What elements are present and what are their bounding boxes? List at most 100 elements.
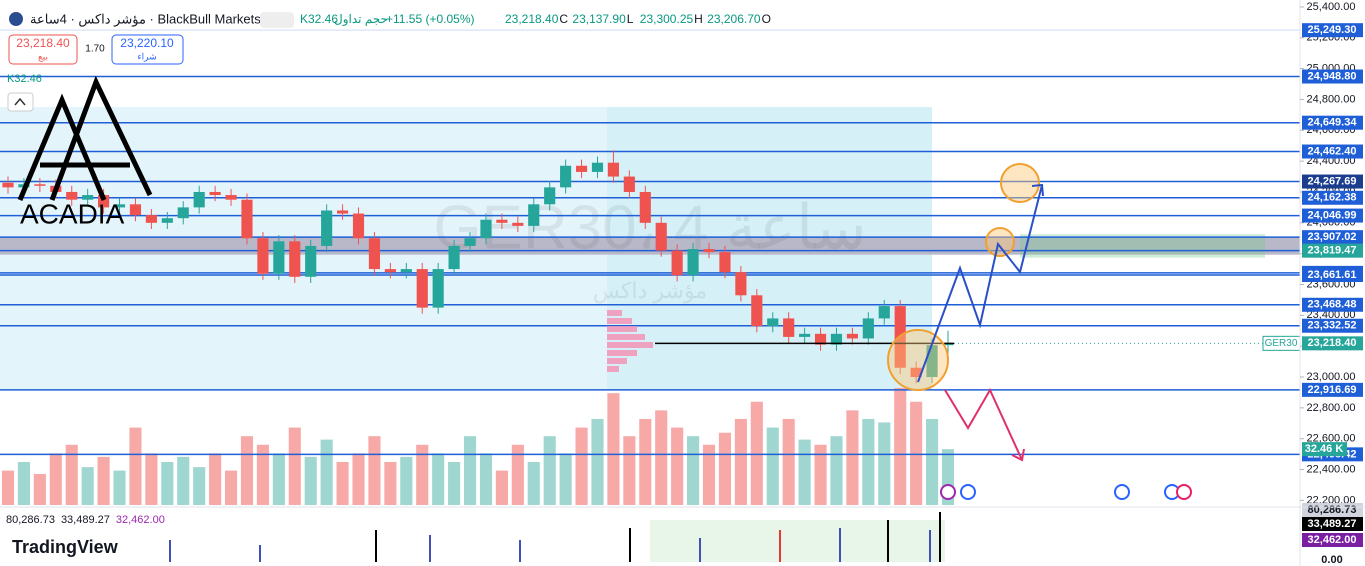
indicator-axis-label: 33,489.27 bbox=[1308, 518, 1357, 530]
sell-button[interactable] bbox=[8, 34, 78, 65]
candle-body bbox=[655, 222, 667, 251]
candle-body bbox=[384, 269, 396, 273]
candle-body bbox=[512, 222, 524, 226]
candle-body bbox=[257, 238, 269, 274]
volume-bar bbox=[734, 418, 747, 505]
volume-bar bbox=[766, 427, 779, 505]
candle-body bbox=[560, 165, 572, 188]
volume-bar bbox=[607, 393, 620, 505]
level-label-bg bbox=[1302, 144, 1363, 159]
volume-bar bbox=[384, 461, 397, 505]
indicator-legend: 80,286.73 33,489.27 32,462.00 bbox=[6, 514, 165, 526]
ohlc-value: 23,218.40 bbox=[505, 12, 559, 26]
volume-bar bbox=[368, 436, 381, 505]
volume-indicator: K32.46 bbox=[7, 73, 42, 85]
collapse-icon bbox=[14, 97, 26, 106]
ohlc-letter: C bbox=[559, 12, 568, 26]
candle-body bbox=[432, 269, 444, 308]
ohlc: 23,218.40 C 23,137.90 L 23,300.25 H 23,206.70 O bbox=[505, 12, 771, 26]
candle-body bbox=[209, 191, 221, 196]
price-tag: 23,218.40 bbox=[1308, 337, 1357, 349]
candle-body bbox=[448, 245, 460, 270]
volume-bar bbox=[97, 456, 110, 505]
candle-body bbox=[337, 210, 349, 214]
ohlc-value: 23,137.90 bbox=[572, 12, 626, 26]
logo-mark bbox=[17, 75, 153, 201]
volume-bar bbox=[224, 470, 238, 505]
candle-body bbox=[480, 219, 492, 239]
volume-bar bbox=[639, 418, 652, 505]
candle-body bbox=[878, 306, 890, 319]
volume-bar bbox=[910, 401, 923, 505]
level-label: 23,332.52 bbox=[1308, 320, 1357, 332]
y-tick-label: 23,400.00 bbox=[1307, 309, 1356, 321]
candle-body bbox=[241, 199, 253, 239]
candle-body bbox=[352, 213, 365, 239]
level-label: 24,267.69 bbox=[1308, 175, 1357, 187]
level-label: 24,162.38 bbox=[1308, 192, 1357, 204]
candle-body bbox=[703, 249, 715, 253]
volume-bar bbox=[81, 467, 94, 505]
indicator-value: 80,286.73 bbox=[6, 514, 55, 526]
volume-profile bbox=[607, 310, 653, 372]
volume-bar bbox=[49, 453, 62, 505]
volume-bar bbox=[894, 388, 907, 505]
volume-bar bbox=[479, 453, 493, 505]
candle-body bbox=[416, 269, 428, 308]
volume-bar bbox=[846, 410, 859, 505]
volume-bar bbox=[511, 444, 524, 505]
buy-price: 23,220.10 bbox=[120, 36, 174, 50]
volume-bar bbox=[671, 427, 684, 505]
price-symbol: GER30 bbox=[1265, 338, 1298, 349]
candle-body bbox=[735, 272, 747, 296]
indicator-toggle[interactable] bbox=[260, 12, 294, 28]
price-axis-bg bbox=[1300, 0, 1365, 566]
buy-label: شراء bbox=[137, 51, 156, 62]
forecast-up bbox=[917, 184, 1043, 383]
y-tick-label: 23,000.00 bbox=[1307, 371, 1356, 383]
level-label-bg bbox=[1302, 174, 1363, 189]
volume-bar bbox=[463, 436, 477, 505]
level-label-bg bbox=[1302, 297, 1363, 312]
candle-body bbox=[177, 207, 189, 219]
level-label-bg bbox=[1302, 115, 1363, 130]
candle-body bbox=[368, 238, 381, 270]
indicator-bars bbox=[169, 512, 941, 562]
volume-bar bbox=[416, 444, 429, 505]
level-label-bg bbox=[1302, 208, 1363, 223]
volume-bar bbox=[687, 436, 700, 505]
candle-body bbox=[751, 295, 763, 327]
candle-body bbox=[942, 343, 954, 346]
price-tag-bg bbox=[1302, 336, 1363, 351]
level-label-bg bbox=[1302, 23, 1363, 38]
collapse-button[interactable] bbox=[7, 92, 34, 112]
y-tick-label: 22,400.00 bbox=[1307, 463, 1356, 475]
volume-bar bbox=[272, 453, 285, 505]
candle-body bbox=[400, 269, 412, 273]
volume-bar bbox=[193, 467, 206, 505]
symbol-title: مؤشر داكس · 4ساعة · BlackBull Markets bbox=[30, 11, 261, 27]
sell-price: 23,218.40 bbox=[16, 36, 70, 50]
candle-body bbox=[161, 218, 173, 223]
watermark-sub: مؤشر داكس bbox=[593, 278, 707, 304]
candle-body bbox=[623, 176, 635, 192]
level-label: 24,948.80 bbox=[1308, 70, 1357, 82]
candle-body bbox=[639, 191, 651, 223]
volume-bar bbox=[559, 453, 572, 505]
candle-body bbox=[305, 245, 317, 277]
branding: TradingView bbox=[12, 537, 119, 557]
volume-bar bbox=[336, 461, 349, 505]
ohlc-letter: O bbox=[762, 12, 771, 26]
buy-button[interactable] bbox=[111, 34, 184, 65]
volume-bar bbox=[495, 470, 508, 505]
event-icons bbox=[940, 484, 1192, 500]
volume-bar bbox=[830, 436, 843, 505]
candle-body bbox=[273, 241, 285, 274]
ohlc-letter: L bbox=[627, 12, 634, 26]
volume-bar bbox=[623, 436, 636, 505]
indicator-value: 32,462.00 bbox=[116, 514, 165, 526]
arrow-head bbox=[1011, 448, 1025, 462]
candle-body bbox=[464, 238, 476, 246]
volume-bar bbox=[862, 418, 875, 505]
level-label: 23,907.02 bbox=[1308, 231, 1357, 243]
